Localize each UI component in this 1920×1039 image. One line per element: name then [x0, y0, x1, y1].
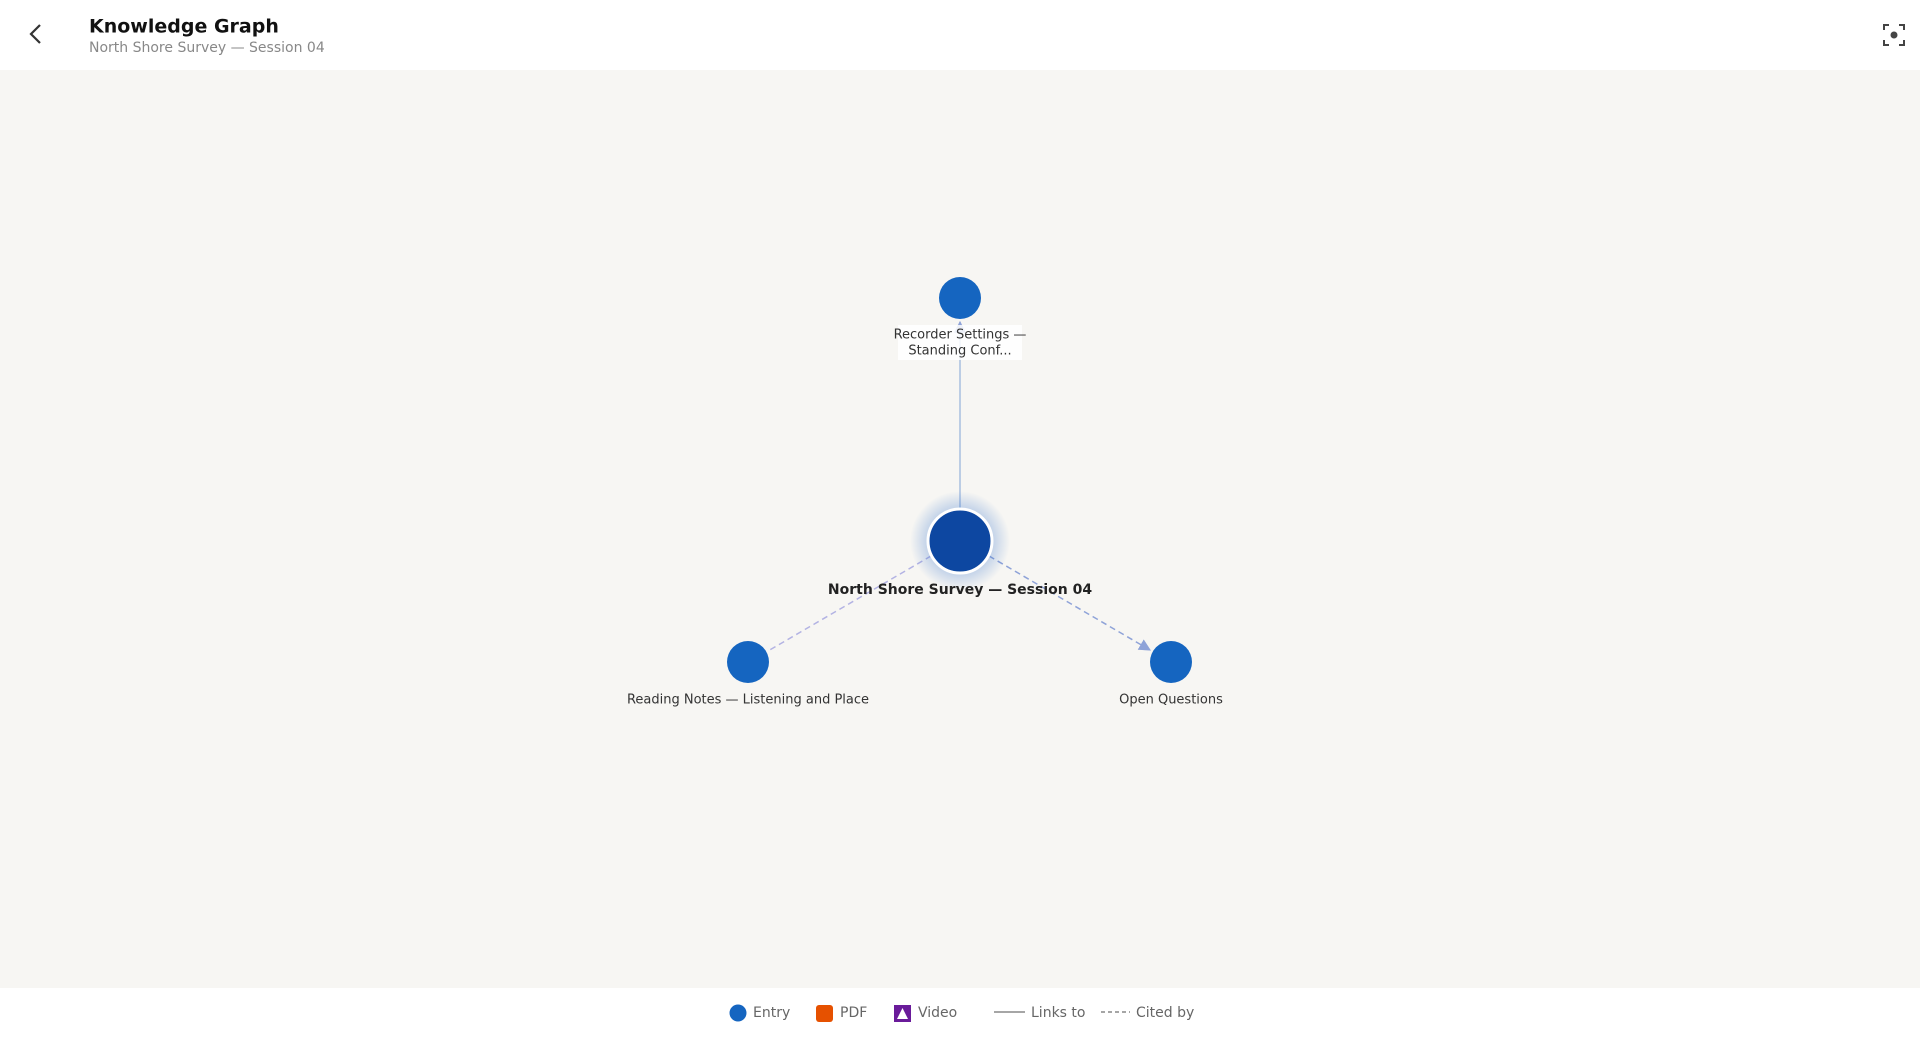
- node-entry[interactable]: [926, 507, 994, 575]
- legend-label: PDF: [840, 1005, 867, 1021]
- node-entry[interactable]: [1150, 641, 1192, 683]
- node-entry[interactable]: [939, 277, 981, 319]
- legend-label: Video: [918, 1005, 957, 1021]
- legend-label: Links to: [1031, 1005, 1085, 1021]
- node-label: Reading Notes — Listening and Place: [627, 693, 869, 708]
- label-background: [898, 325, 1022, 360]
- node-label: Recorder Settings —: [894, 328, 1027, 343]
- edge-cited-by: [767, 555, 932, 652]
- legend-label: Cited by: [1136, 1005, 1194, 1021]
- node-label: Open Questions: [1119, 693, 1223, 708]
- legend-pdf-icon: [816, 1005, 833, 1022]
- legend-entry-icon: [729, 1004, 747, 1022]
- header-subtitle: North Shore Survey — Session 04: [89, 40, 325, 56]
- header: [0, 0, 1920, 70]
- legend-bar: [0, 988, 1920, 1039]
- edge-cited-by: [988, 555, 1152, 651]
- header-title: Knowledge Graph: [89, 16, 279, 38]
- fullscreen-button[interactable]: [1883, 24, 1905, 46]
- node-entry[interactable]: [727, 641, 769, 683]
- back-button[interactable]: [29, 24, 41, 44]
- node-label: Standing Conf...: [908, 344, 1011, 359]
- node-label: North Shore Survey — Session 04: [828, 582, 1092, 598]
- legend-video-glyph: [897, 1008, 908, 1019]
- legend-label: Entry: [753, 1005, 790, 1021]
